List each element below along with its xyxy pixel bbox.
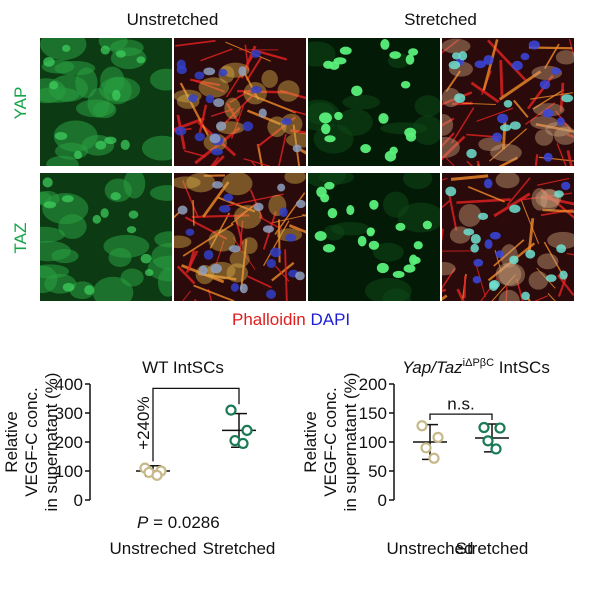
data-point <box>494 422 506 434</box>
chart-wt-ylabel: Relative VEGF-C conc. in supernatant (%) <box>2 373 61 512</box>
data-point <box>482 435 494 447</box>
panel-yap-unstretched-green <box>40 38 172 166</box>
ylabel-line-0: Relative <box>301 411 320 472</box>
chart-wt: Relative VEGF-C conc. in supernatant (%) W… <box>2 358 276 558</box>
ylabel-line-0: Relative <box>2 411 21 472</box>
panel-yap-stretched-merge <box>442 38 574 166</box>
chart-yaptaz: Relative VEGF-C conc. in supernatant (%) Y… <box>301 357 550 558</box>
ylabel-line-1: VEGF-C conc. <box>321 387 340 497</box>
y-tick-label: 300 <box>55 404 83 423</box>
data-point <box>432 431 444 443</box>
data-point <box>416 420 428 432</box>
data-point <box>490 443 502 455</box>
y-tick-label: 100 <box>55 462 83 481</box>
data-point <box>225 404 237 416</box>
x-tick-label: Unstreched <box>387 539 474 558</box>
y-tick-label: 400 <box>55 375 83 394</box>
change-annotation: +240% <box>134 396 153 449</box>
panel-taz-unstretched-merge <box>174 173 306 301</box>
panel-yap-unstretched-merge <box>174 38 306 166</box>
y-tick-label: 0 <box>74 491 83 510</box>
y-tick-label: 150 <box>359 404 387 423</box>
comparison-bracket <box>152 387 240 462</box>
data-point <box>428 452 440 464</box>
chart-wt-axis: 0 100 200 300 400 Unstreched Stretched <box>55 375 276 558</box>
data-point <box>241 424 253 437</box>
panel-taz-unstretched-green <box>40 173 172 301</box>
data-point <box>420 442 432 454</box>
title-superscript: iΔPβC <box>463 357 494 369</box>
panel-taz-stretched-merge <box>442 173 574 301</box>
dapi-label: DAPI <box>310 310 351 329</box>
x-tick-label: Stretched <box>203 539 276 558</box>
chart-wt-annotations: +240% P = 0.0286 <box>134 387 240 532</box>
y-tick-label: 100 <box>359 433 387 452</box>
header-unstretched: Unstretched <box>126 10 219 29</box>
title-italic: Yap/Taz <box>402 358 463 377</box>
chart-yaptaz-title: Yap/TaziΔPβC IntSCs <box>402 357 550 377</box>
data-point <box>237 437 249 450</box>
chart-yaptaz-annotations: n.s. <box>429 395 493 420</box>
y-tick-label: 0 <box>378 491 387 510</box>
y-tick-label: 50 <box>368 462 387 481</box>
header-stretched: Stretched <box>404 10 477 29</box>
panel-yap-stretched-green <box>308 38 440 166</box>
row-label-yap: YAP <box>11 86 30 120</box>
ns-annotation: n.s. <box>447 395 474 414</box>
chart-wt-title: WT IntSCs <box>142 358 224 377</box>
chart-yaptaz-ylabel: Relative VEGF-C conc. in supernatant (%) <box>301 373 360 512</box>
title-rest: IntSCs <box>494 358 550 377</box>
comparison-bracket <box>429 413 493 420</box>
stain-legend: Phalloidin DAPI <box>232 310 350 330</box>
chart-yaptaz-marks <box>413 420 509 464</box>
x-tick-label: Stretched <box>456 539 529 558</box>
ylabel-line-2: in supernatant (%) <box>42 373 61 512</box>
row-label-taz: TAZ <box>11 222 30 254</box>
x-tick-label: Unstreched <box>110 539 197 558</box>
phalloidin-label: Phalloidin <box>232 310 306 329</box>
ylabel-line-1: VEGF-C conc. <box>22 387 41 497</box>
y-tick-label: 200 <box>359 375 387 394</box>
data-point <box>478 421 490 434</box>
y-tick-label: 200 <box>55 433 83 452</box>
panel-taz-stretched-green <box>308 173 440 301</box>
ylabel-line-2: in supernatant (%) <box>341 373 360 512</box>
p-value-annotation: P = 0.0286 <box>137 513 220 532</box>
data-point <box>151 469 163 481</box>
chart-wt-marks <box>136 404 256 481</box>
